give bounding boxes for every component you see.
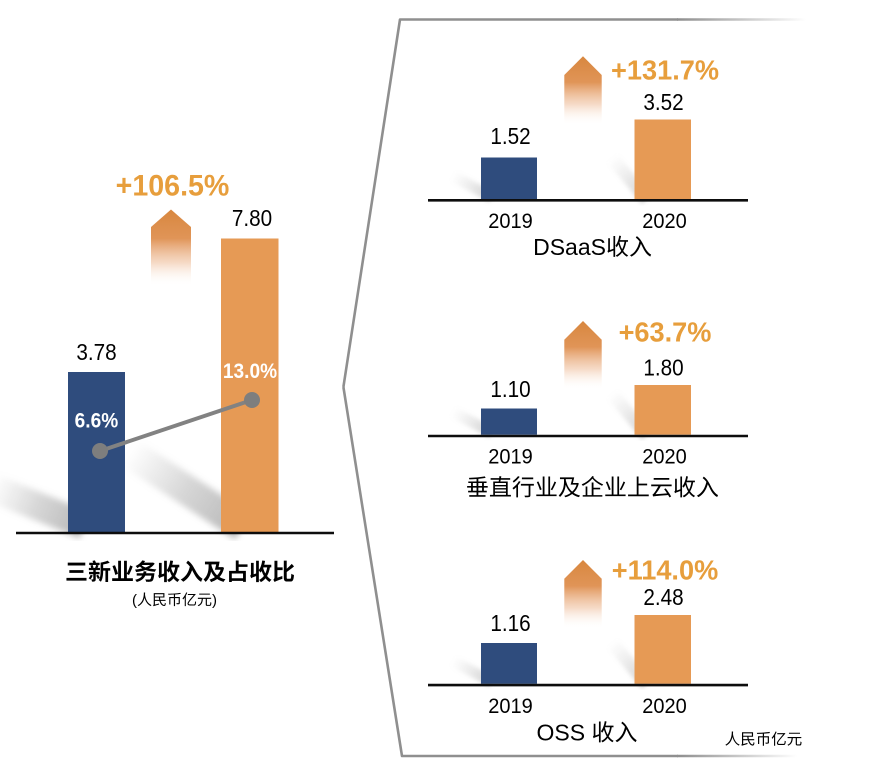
svg-text:+63.7%: +63.7% xyxy=(619,316,712,347)
svg-text:2019: 2019 xyxy=(488,445,532,469)
svg-text:1.80: 1.80 xyxy=(643,354,683,380)
svg-text:1.10: 1.10 xyxy=(490,376,530,402)
svg-text:1.16: 1.16 xyxy=(490,610,530,636)
svg-text:): ) xyxy=(212,592,217,609)
svg-text:+131.7%: +131.7% xyxy=(611,54,719,85)
svg-text:1.52: 1.52 xyxy=(490,123,530,149)
svg-text:2020: 2020 xyxy=(642,694,686,718)
svg-text:2020: 2020 xyxy=(642,209,686,233)
svg-text:+114.0%: +114.0% xyxy=(612,554,718,585)
svg-text:2019: 2019 xyxy=(488,694,532,718)
svg-text:OSS: OSS xyxy=(537,720,586,746)
svg-text:7.80: 7.80 xyxy=(232,205,272,231)
svg-text:DSaaS: DSaaS xyxy=(533,234,606,260)
svg-text:2.48: 2.48 xyxy=(643,584,683,610)
svg-text:2019: 2019 xyxy=(488,209,532,233)
svg-text:13.0%: 13.0% xyxy=(223,360,277,383)
svg-text:2020: 2020 xyxy=(642,445,686,469)
svg-text:3.78: 3.78 xyxy=(76,339,116,365)
svg-text:3.52: 3.52 xyxy=(643,89,683,115)
svg-text:(: ( xyxy=(132,592,137,609)
svg-text:6.6%: 6.6% xyxy=(75,410,119,433)
svg-text:+106.5%: +106.5% xyxy=(116,170,230,202)
